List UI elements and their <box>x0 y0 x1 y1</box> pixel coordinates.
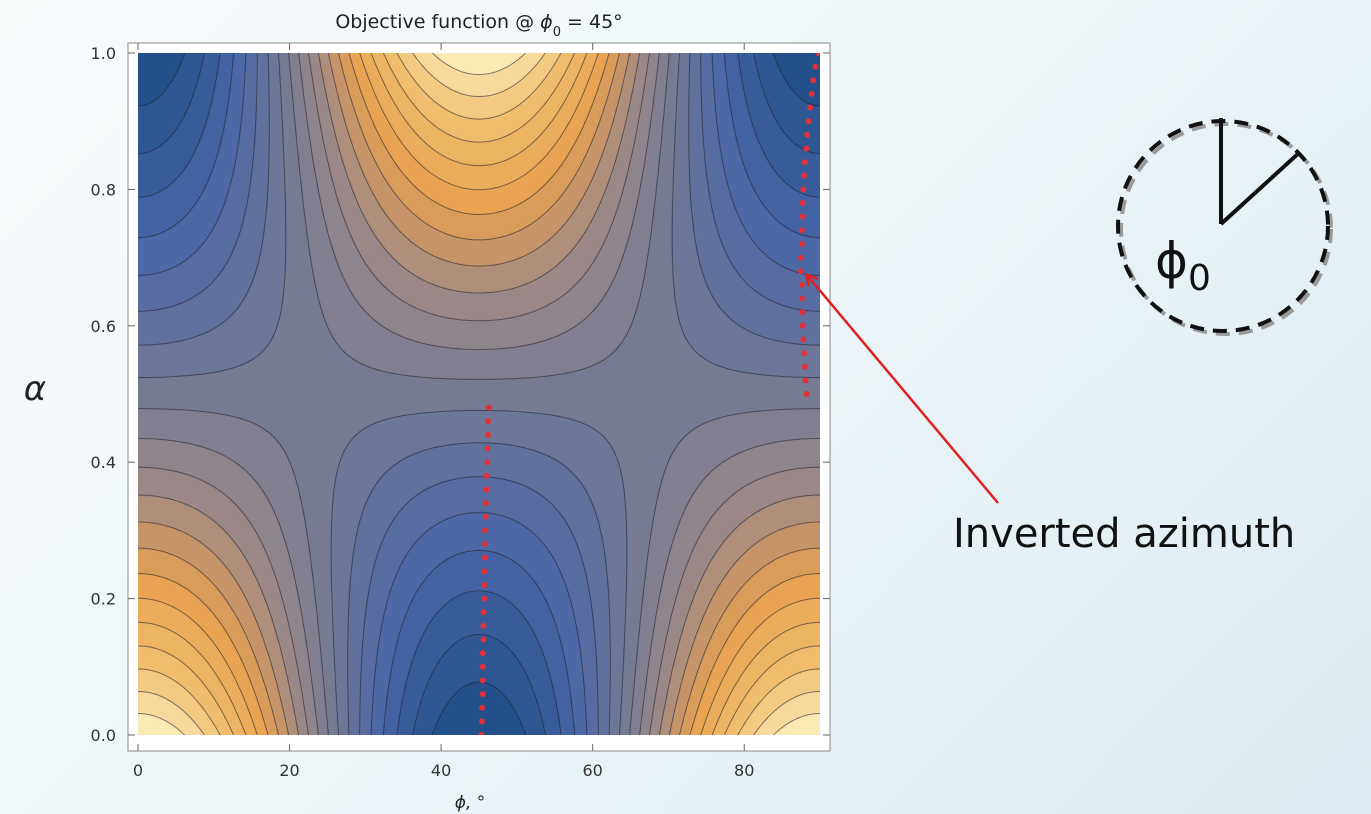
inverted-point <box>485 404 492 411</box>
annotation-label: Inverted azimuth <box>953 511 1295 557</box>
y-axis-label: α <box>24 369 46 409</box>
inverted-point <box>479 663 486 670</box>
contour-line <box>138 53 820 735</box>
inverted-point <box>799 322 806 329</box>
inverted-point <box>485 431 492 438</box>
inverted-point <box>479 704 486 711</box>
y-tick-label: 0.6 <box>91 317 116 336</box>
inverted-point <box>805 118 812 125</box>
inverted-point <box>800 186 807 193</box>
inverted-point <box>485 418 492 425</box>
y-tick-label: 0.2 <box>91 590 116 609</box>
contour-line <box>138 53 820 735</box>
y-tick-label: 0.0 <box>91 726 116 745</box>
inverted-point <box>479 677 486 684</box>
contour-line <box>138 53 820 735</box>
inverted-point <box>798 240 805 247</box>
x-tick-label: 40 <box>431 761 451 780</box>
inset-azimuth-line <box>1219 150 1302 226</box>
inverted-point <box>801 350 808 357</box>
x-tick-label: 60 <box>582 761 602 780</box>
inverted-point <box>478 732 485 735</box>
inverted-point <box>801 172 808 179</box>
inverted-point <box>479 691 486 698</box>
inverted-point <box>801 363 808 370</box>
inverted-point <box>803 145 810 152</box>
chart-title: Objective function @ ϕ0 = 45° <box>335 11 622 40</box>
inverted-point <box>480 609 487 616</box>
contour-line <box>138 53 820 735</box>
inverted-point <box>482 554 489 561</box>
x-tick-label: 20 <box>279 761 299 780</box>
annotation-arrow <box>807 275 999 504</box>
contour-line <box>138 53 820 735</box>
inverted-point <box>812 63 819 70</box>
inverted-point <box>800 336 807 343</box>
inverted-point <box>808 90 815 97</box>
inverted-point <box>807 104 814 111</box>
contour-line <box>138 53 820 735</box>
contour-line <box>138 53 820 735</box>
y-tick-label: 0.4 <box>91 453 116 472</box>
y-axis: 0.0 0.2 0.4 0.6 0.8 1.0 <box>91 44 830 745</box>
inverted-point <box>798 268 805 275</box>
contour-fill <box>138 53 820 735</box>
inverted-point <box>484 459 491 466</box>
inverted-point <box>798 295 805 302</box>
x-tick-label: 0 <box>133 761 143 780</box>
inverted-point <box>801 159 808 166</box>
inverted-point <box>482 541 489 548</box>
contour-line <box>138 53 820 735</box>
inverted-point <box>799 213 806 220</box>
contour-line <box>138 53 820 735</box>
contour-line <box>138 53 820 735</box>
inset-phi0-label: ϕ0 <box>1155 232 1211 299</box>
inverted-point <box>799 309 806 316</box>
inverted-point <box>483 486 490 493</box>
inverted-point <box>802 377 809 384</box>
inverted-points <box>478 53 820 735</box>
contour-plot <box>138 53 820 735</box>
azimuth-inset: ϕ0 <box>1116 118 1333 336</box>
inverted-point <box>804 131 811 138</box>
inverted-point <box>482 513 489 520</box>
contour-line <box>138 53 820 735</box>
contour-line <box>138 53 820 735</box>
inverted-point <box>798 254 805 261</box>
x-tick-label: 80 <box>734 761 754 780</box>
y-tick-label: 1.0 <box>91 44 116 63</box>
contour-line <box>138 53 820 735</box>
contour-line <box>138 53 820 735</box>
inverted-point <box>480 636 487 643</box>
inverted-point <box>479 650 486 657</box>
contour-line <box>138 53 820 735</box>
contour-line <box>138 53 820 735</box>
inverted-point <box>481 568 488 575</box>
inverted-point <box>484 445 491 452</box>
inverted-point <box>481 581 488 588</box>
inverted-point <box>810 77 817 84</box>
inverted-point <box>799 200 806 207</box>
x-axis-label: ϕ, ° <box>455 793 486 813</box>
y-tick-label: 0.8 <box>91 180 116 199</box>
contour-line <box>138 53 820 735</box>
inverted-point <box>479 718 486 725</box>
inverted-point <box>480 622 487 629</box>
inverted-point <box>482 500 489 507</box>
inverted-point <box>483 472 490 479</box>
inset-circle-shadow <box>1119 122 1333 336</box>
inverted-point <box>798 281 805 288</box>
contour-line <box>138 53 820 735</box>
x-axis: 0 20 40 60 80 <box>133 43 754 780</box>
inverted-point <box>803 391 810 397</box>
contour-lines <box>138 53 820 735</box>
contour-line <box>138 53 820 735</box>
inverted-point <box>798 227 805 234</box>
contour-line <box>138 53 820 735</box>
inverted-point <box>481 595 488 602</box>
inverted-point <box>815 53 820 56</box>
inverted-point <box>482 527 489 534</box>
